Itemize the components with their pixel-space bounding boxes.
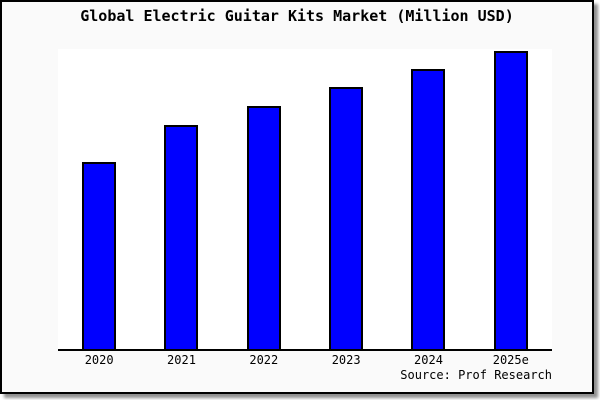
x-tick-label-2021: 2021 [167,353,196,367]
source-caption: Source: Prof Research [400,368,552,382]
x-tick-label-2020: 2020 [84,353,114,367]
x-tick-label-2025e: 2025e [492,353,529,367]
x-tick-label-2022: 2022 [249,353,279,367]
bar-2021 [164,125,199,349]
x-tick-label-2023: 2023 [331,353,361,367]
bar-2024 [411,69,446,349]
bar-2022 [246,106,281,349]
x-tick-label-2024: 2024 [414,353,443,367]
bar-2020 [82,162,117,349]
bar-2025e [493,51,528,349]
chart-frame: Global Electric Guitar Kits Market (Mill… [0,0,594,394]
plot-area [58,49,552,351]
x-axis-labels: 2020 2021 2022 2023 2024 2025e [58,353,552,367]
chart-title: Global Electric Guitar Kits Market (Mill… [80,7,514,25]
bar-2023 [329,87,364,349]
